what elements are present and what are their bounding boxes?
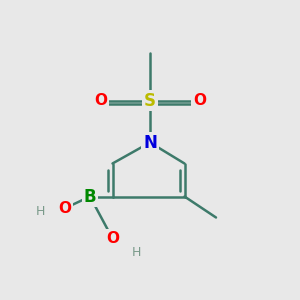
Text: O: O xyxy=(58,201,71,216)
Text: O: O xyxy=(94,93,107,108)
Text: O: O xyxy=(193,93,206,108)
Text: S: S xyxy=(144,92,156,110)
Text: H: H xyxy=(36,205,45,218)
Text: H: H xyxy=(132,245,141,259)
Text: B: B xyxy=(84,188,96,206)
Text: O: O xyxy=(106,231,119,246)
Text: N: N xyxy=(143,134,157,152)
